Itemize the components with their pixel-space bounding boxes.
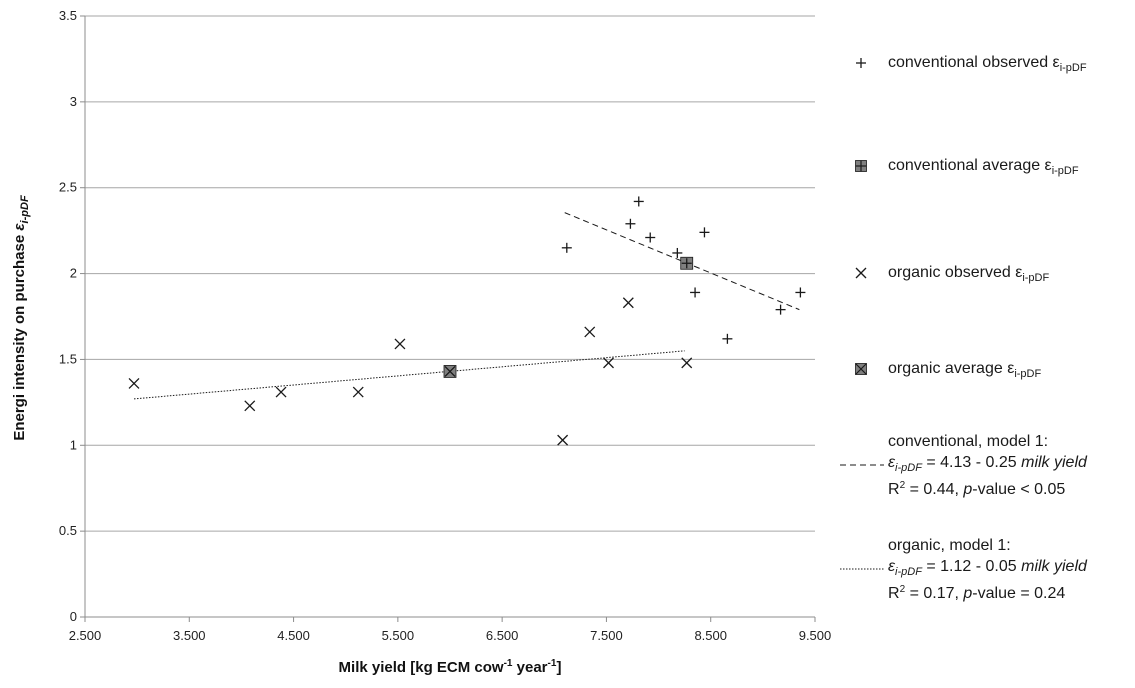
square-x-marker-icon: [855, 363, 867, 375]
eq-symbol: ε: [888, 454, 896, 471]
point-x: [584, 326, 596, 338]
legend-subscript: i-pDF: [1022, 272, 1050, 284]
point-plus: [775, 304, 786, 315]
x-tick-label: 2.500: [69, 628, 102, 643]
x-tick-label: 8.500: [694, 628, 727, 643]
y-tick-label: 2: [70, 266, 77, 281]
legend-label-organic-average: organic average ε: [888, 360, 1015, 377]
point-x: [244, 400, 256, 412]
legend-label-conventional-average: conventional average ε: [888, 157, 1052, 174]
x-axis-title: Milk yield [kg ECM cow-1 year-1]: [339, 658, 562, 676]
point-x: [394, 338, 406, 350]
square-plus-marker-icon: [855, 160, 867, 172]
x-tick-label: 3.500: [173, 628, 206, 643]
dashed-line-icon: [840, 464, 884, 466]
trendlines: [133, 212, 800, 400]
dotted-line-icon: [840, 568, 884, 570]
legend-subscript: i-pDF: [1051, 165, 1079, 177]
p-label: p: [963, 585, 973, 602]
gridlines: [85, 15, 815, 532]
axes: [80, 15, 816, 622]
x-tick-label: 4.500: [277, 628, 310, 643]
legend-label-conventional-observed: conventional observed ε: [888, 54, 1060, 71]
point-x: [557, 434, 569, 446]
point-square-x: [443, 365, 457, 378]
eq-subscript: i-pDF: [895, 462, 922, 474]
point-plus: [561, 242, 572, 253]
y-tick-label: 1.5: [59, 351, 77, 366]
x-tick-label: 9.500: [799, 628, 832, 643]
y-tick-label: 0.5: [59, 523, 77, 538]
point-plus: [672, 247, 683, 258]
r2-value: = 0.17,: [905, 585, 964, 602]
scatter-chart: 0 0.5 1 1.5 2 2.5 3 3.5 2.500 3.500 4.500 5.500 6.50…: [11, 8, 831, 676]
model-title-conventional: conventional, model 1:: [888, 433, 1049, 450]
point-x: [622, 297, 634, 309]
tick-labels: 0 0.5 1 1.5 2 2.5 3 3.5 2.500 3.500 4.500 5.500 6.50…: [59, 8, 831, 643]
r2-superscript: 2: [899, 480, 906, 491]
y-axis-title: Energi intensity on purchase εi-pDF: [11, 195, 31, 441]
point-plus: [690, 287, 701, 298]
x-tick-label: 5.500: [382, 628, 415, 643]
model-equation-organic: εi-pDF = 1.12 - 0.05 milk yield: [888, 556, 1087, 583]
point-plus: [645, 232, 656, 243]
point-plus: [795, 287, 806, 298]
eq-coefficients: = 4.13 - 0.25: [921, 454, 1022, 471]
x-tick-label: 7.500: [590, 628, 623, 643]
point-plus: [699, 227, 710, 238]
point-plus: [722, 333, 733, 344]
p-value: -value = 0.24: [972, 585, 1066, 602]
p-label: p: [963, 481, 973, 498]
r2-label: R: [888, 481, 900, 498]
plus-marker-icon: [856, 58, 866, 68]
y-tick-label: 1: [70, 437, 77, 452]
point-x: [275, 386, 287, 398]
trendline-dashed: [564, 212, 800, 311]
p-value: -value < 0.05: [972, 481, 1066, 498]
eq-variable: milk yield: [1021, 558, 1087, 575]
point-plus: [625, 218, 636, 229]
eq-symbol: ε: [888, 558, 896, 575]
model-equation-conventional: εi-pDF = 4.13 - 0.25 milk yield: [888, 452, 1087, 479]
y-tick-label: 0: [70, 609, 77, 624]
model-stats-conventional: R2 = 0.44, p-value < 0.05: [888, 479, 1087, 500]
trendline-dotted: [133, 350, 685, 400]
y-tick-label: 3.5: [59, 8, 77, 23]
point-x: [352, 386, 364, 398]
r2-superscript: 2: [899, 584, 906, 595]
r2-label: R: [888, 585, 900, 602]
legend-label-organic-observed: organic observed ε: [888, 264, 1023, 281]
point-x: [603, 357, 614, 369]
eq-variable: milk yield: [1021, 454, 1087, 471]
y-tick-label: 3: [70, 94, 77, 109]
data-points: [128, 196, 806, 446]
x-marker-icon: [855, 267, 867, 279]
y-tick-label: 2.5: [59, 180, 77, 195]
point-x: [128, 378, 140, 389]
point-plus: [633, 196, 644, 207]
eq-subscript: i-pDF: [895, 566, 922, 578]
legend-subscript: i-pDF: [1014, 368, 1042, 380]
point-x: [681, 357, 693, 369]
point-square-plus: [680, 256, 694, 270]
eq-coefficients: = 1.12 - 0.05: [921, 558, 1022, 575]
model-title-organic: organic, model 1:: [888, 537, 1011, 554]
x-tick-label: 6.500: [486, 628, 519, 643]
r2-value: = 0.44,: [905, 481, 964, 498]
model-stats-organic: R2 = 0.17, p-value = 0.24: [888, 583, 1087, 604]
legend-subscript: i-pDF: [1059, 62, 1087, 74]
